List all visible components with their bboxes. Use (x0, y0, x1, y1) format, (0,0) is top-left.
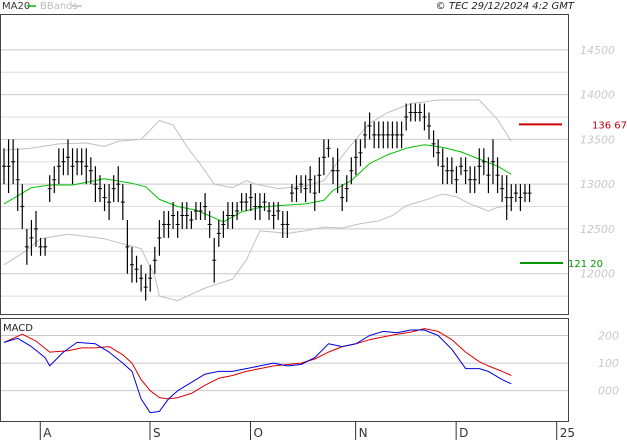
macd-lines (3, 328, 512, 414)
x-tick-label: N (359, 426, 368, 440)
x-tick-label: 25 (560, 426, 575, 440)
macd-tick-label: 100 (598, 357, 619, 370)
macd-line (3, 329, 512, 414)
price-tick-label: 14000 (580, 89, 615, 102)
x-tick-label: A (43, 426, 52, 440)
x-tick-label: D (459, 426, 468, 440)
price-tick-label: 12500 (580, 223, 615, 236)
bollinger-bands (3, 99, 512, 302)
price-tick-label: 12000 (580, 268, 615, 281)
price-tick-label: 13000 (580, 178, 615, 191)
source-stamp: © TEC 29/12/2024 4:2 GMT (436, 1, 575, 12)
bbands-upper-line (3, 99, 512, 190)
resistance-level-label: 136 67 (592, 120, 627, 131)
price-tick-label: 13500 (580, 133, 615, 146)
price-pane (0, 14, 569, 315)
x-axis: A S O N D 25 (39, 421, 575, 440)
x-tick-label: S (153, 426, 161, 440)
legend: MA20 BBands (2, 1, 82, 12)
price-tick-label: 14500 (580, 44, 615, 57)
y-axis: 12000 12500 13000 13500 14000 14500 000 100 200 (580, 44, 619, 398)
legend-bb-label: BBands (40, 1, 78, 12)
price-levels: 136 67 121 20 (519, 120, 627, 270)
macd-pane-title: MACD (3, 323, 33, 334)
x-tick-label: O (254, 426, 263, 440)
grid (1, 49, 568, 392)
support-level-label: 121 20 (568, 259, 603, 270)
macd-tick-label: 000 (598, 385, 619, 398)
price-bars (2, 103, 532, 301)
macd-tick-label: 200 (598, 330, 619, 343)
legend-ma-label: MA20 (2, 1, 30, 12)
bbands-lower-line (3, 193, 512, 302)
macd-signal-line (3, 328, 512, 400)
